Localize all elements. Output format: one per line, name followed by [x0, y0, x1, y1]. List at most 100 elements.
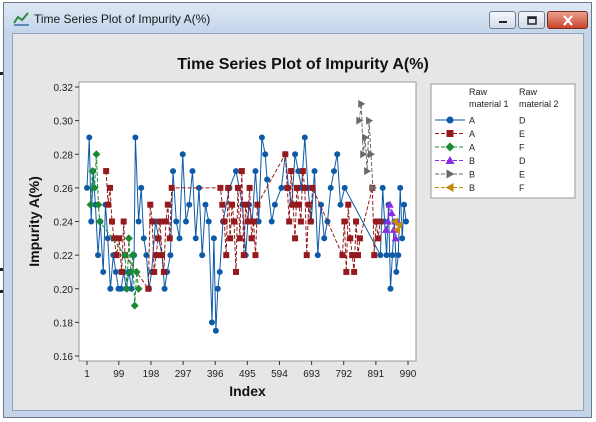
data-point	[341, 218, 348, 225]
data-point	[189, 168, 196, 175]
chart-title: Time Series Plot of Impurity A(%)	[177, 56, 429, 73]
data-point	[309, 184, 316, 191]
y-tick-label: 0.28	[54, 150, 74, 161]
data-point	[113, 252, 120, 259]
legend-marker	[445, 156, 455, 164]
y-axis-label: Impurity A(%)	[26, 176, 42, 266]
legend-material-2-label: D	[519, 156, 526, 166]
data-point	[192, 235, 199, 242]
data-point	[94, 200, 103, 209]
data-point	[160, 268, 167, 275]
data-point	[225, 184, 232, 191]
data-point	[199, 252, 206, 259]
data-point	[186, 201, 193, 208]
data-point	[153, 252, 160, 259]
data-point	[234, 184, 241, 191]
legend-material-1-label: B	[469, 183, 475, 193]
data-point	[297, 218, 304, 225]
data-point	[227, 235, 234, 242]
data-point	[135, 218, 142, 225]
data-point	[128, 251, 137, 260]
data-point	[364, 167, 372, 176]
data-point	[248, 235, 255, 242]
data-point	[397, 184, 404, 191]
legend-material-1-label: B	[469, 170, 475, 180]
y-tick-label: 0.20	[54, 285, 74, 296]
legend-marker	[446, 130, 454, 137]
x-tick-label: 693	[303, 369, 320, 380]
data-point	[205, 218, 212, 225]
data-point	[252, 252, 259, 259]
data-point	[176, 235, 183, 242]
x-tick-label: 990	[400, 369, 417, 380]
data-point	[167, 252, 174, 259]
data-point	[387, 209, 396, 217]
graph-window: Time Series Plot of Impurity A(%) Time S…	[3, 2, 592, 418]
data-point	[162, 218, 169, 225]
data-point	[337, 201, 344, 208]
data-point	[347, 235, 354, 242]
legend-material-2-label: F	[519, 143, 525, 153]
data-point	[339, 252, 346, 259]
data-point	[295, 201, 302, 208]
y-tick-label: 0.24	[54, 218, 74, 229]
data-point	[168, 184, 175, 191]
data-point	[90, 183, 99, 192]
data-point	[271, 201, 278, 208]
maximize-icon	[526, 15, 537, 25]
close-button[interactable]	[547, 11, 588, 29]
data-point	[303, 252, 310, 259]
window-title: Time Series Plot of Impurity A(%)	[34, 12, 211, 26]
legend-header-material-2: Raw	[519, 87, 538, 97]
data-point	[362, 133, 370, 142]
data-point	[391, 234, 400, 242]
data-point	[295, 168, 302, 175]
legend-box	[430, 83, 576, 199]
data-point	[164, 201, 171, 208]
series-line	[90, 154, 140, 306]
data-point	[103, 168, 110, 175]
data-point	[132, 267, 141, 276]
data-point	[393, 268, 400, 275]
legend-marker	[446, 169, 455, 179]
data-point	[311, 168, 318, 175]
close-icon	[562, 14, 573, 26]
data-point	[232, 268, 239, 275]
data-point	[254, 201, 261, 208]
minimize-button[interactable]	[489, 11, 516, 29]
data-point	[392, 225, 400, 234]
data-point	[208, 319, 215, 326]
data-point	[110, 235, 117, 242]
data-point	[288, 168, 295, 175]
data-point	[282, 151, 289, 158]
y-tick-label: 0.30	[54, 117, 74, 128]
legend-header-material-2: material 2	[519, 99, 559, 109]
data-point	[158, 252, 165, 259]
data-point	[321, 235, 328, 242]
time-series-chart: Time Series Plot of Impurity A(%) 0.16 0.1…	[26, 56, 576, 399]
data-point	[143, 252, 150, 259]
data-point	[284, 184, 291, 191]
data-point	[403, 218, 410, 225]
maximize-button[interactable]	[518, 11, 545, 29]
data-point	[366, 116, 374, 125]
data-point	[246, 184, 253, 191]
series-line	[358, 103, 374, 188]
data-point	[88, 218, 95, 225]
data-point	[367, 150, 375, 159]
data-point	[353, 218, 360, 225]
x-axis-label: Index	[229, 383, 266, 399]
data-point	[401, 201, 408, 208]
data-point	[379, 184, 386, 191]
data-point	[128, 285, 135, 292]
data-point	[395, 252, 402, 259]
data-point	[86, 200, 95, 209]
x-tick-label: 1	[84, 369, 90, 380]
data-point	[240, 252, 247, 259]
data-point	[355, 252, 362, 259]
data-point	[147, 201, 154, 208]
data-point	[118, 285, 125, 292]
data-point	[214, 285, 221, 292]
window-titlebar[interactable]: Time Series Plot of Impurity A(%)	[4, 3, 591, 33]
data-point	[356, 116, 364, 125]
